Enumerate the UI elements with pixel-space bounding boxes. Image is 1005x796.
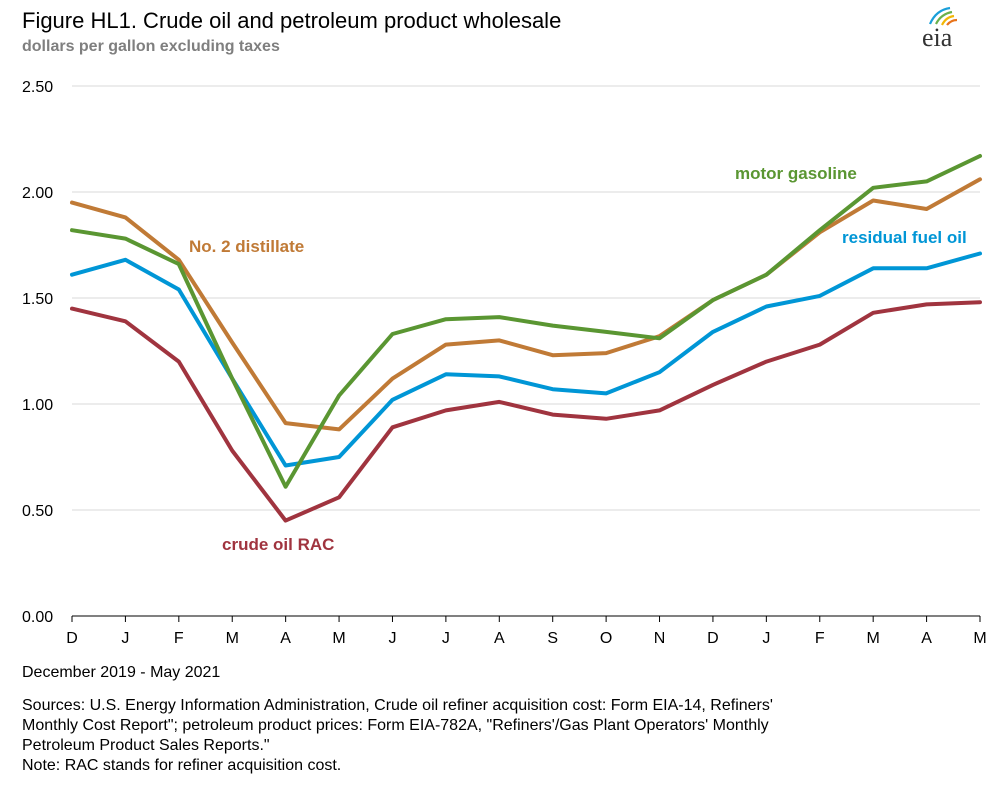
series-labels: motor gasoline No. 2 distillate residual f…	[189, 164, 967, 554]
gridlines	[72, 85, 980, 511]
x-tick-label: M	[867, 630, 880, 647]
series-line-crude-oil-rac	[70, 300, 982, 523]
x-tick-label: A	[494, 630, 505, 647]
x-tick-label: M	[973, 630, 986, 647]
line-chart: 0.00 0.50 1.00 1.50 2.00 2.50 D J F M A M J J A S O N D J F…	[22, 79, 987, 647]
date-range-note: December 2019 - May 2021	[22, 664, 221, 681]
x-tick-label: M	[332, 630, 345, 647]
note-line: Note: RAC stands for refiner acquisition…	[22, 757, 342, 774]
y-tick-label: 1.00	[22, 397, 53, 414]
sunburst-icon	[928, 6, 958, 26]
x-tick-label: J	[121, 630, 129, 647]
sources-line: Petroleum Product Sales Reports."	[22, 737, 270, 754]
sources-note: Sources: U.S. Energy Information Adminis…	[22, 696, 982, 776]
x-tick-label: J	[388, 630, 396, 647]
x-tick-label: O	[600, 630, 612, 647]
x-tick-label: J	[442, 630, 450, 647]
x-tick-label: A	[921, 630, 932, 647]
x-tick-label: S	[547, 630, 558, 647]
eia-logo: eia	[922, 6, 958, 50]
x-tick-label: M	[226, 630, 239, 647]
series-label: crude oil RAC	[222, 535, 334, 554]
logo-text: eia	[922, 23, 953, 50]
y-tick-label: 2.50	[22, 79, 53, 96]
x-tick-label: D	[707, 630, 719, 647]
series-line-motor-gasoline	[70, 154, 982, 489]
series-label: motor gasoline	[735, 164, 857, 183]
x-tick-label: D	[66, 630, 78, 647]
series-label: residual fuel oil	[842, 228, 967, 247]
sources-line: Monthly Cost Report"; petroleum product …	[22, 717, 769, 734]
x-tick-label: F	[174, 630, 184, 647]
y-tick-label: 1.50	[22, 291, 53, 308]
x-tick-label: A	[280, 630, 291, 647]
chart-subtitle: dollars per gallon excluding taxes	[22, 38, 280, 55]
series-label: No. 2 distillate	[189, 237, 304, 256]
y-tick-label: 0.50	[22, 503, 53, 520]
y-axis: 0.00 0.50 1.00 1.50 2.00 2.50	[22, 79, 53, 626]
sources-line: Sources: U.S. Energy Information Adminis…	[22, 697, 773, 714]
x-tick-label: F	[815, 630, 825, 647]
x-tick-label: N	[654, 630, 666, 647]
series-line-residual-fuel-oil	[70, 251, 982, 468]
chart-title: Figure HL1. Crude oil and petroleum prod…	[22, 8, 562, 33]
y-tick-label: 2.00	[22, 185, 53, 202]
y-tick-label: 0.00	[22, 609, 53, 626]
x-tick-label: J	[762, 630, 770, 647]
series-line-no-2-distillate	[70, 177, 982, 432]
series-lines	[70, 154, 982, 523]
